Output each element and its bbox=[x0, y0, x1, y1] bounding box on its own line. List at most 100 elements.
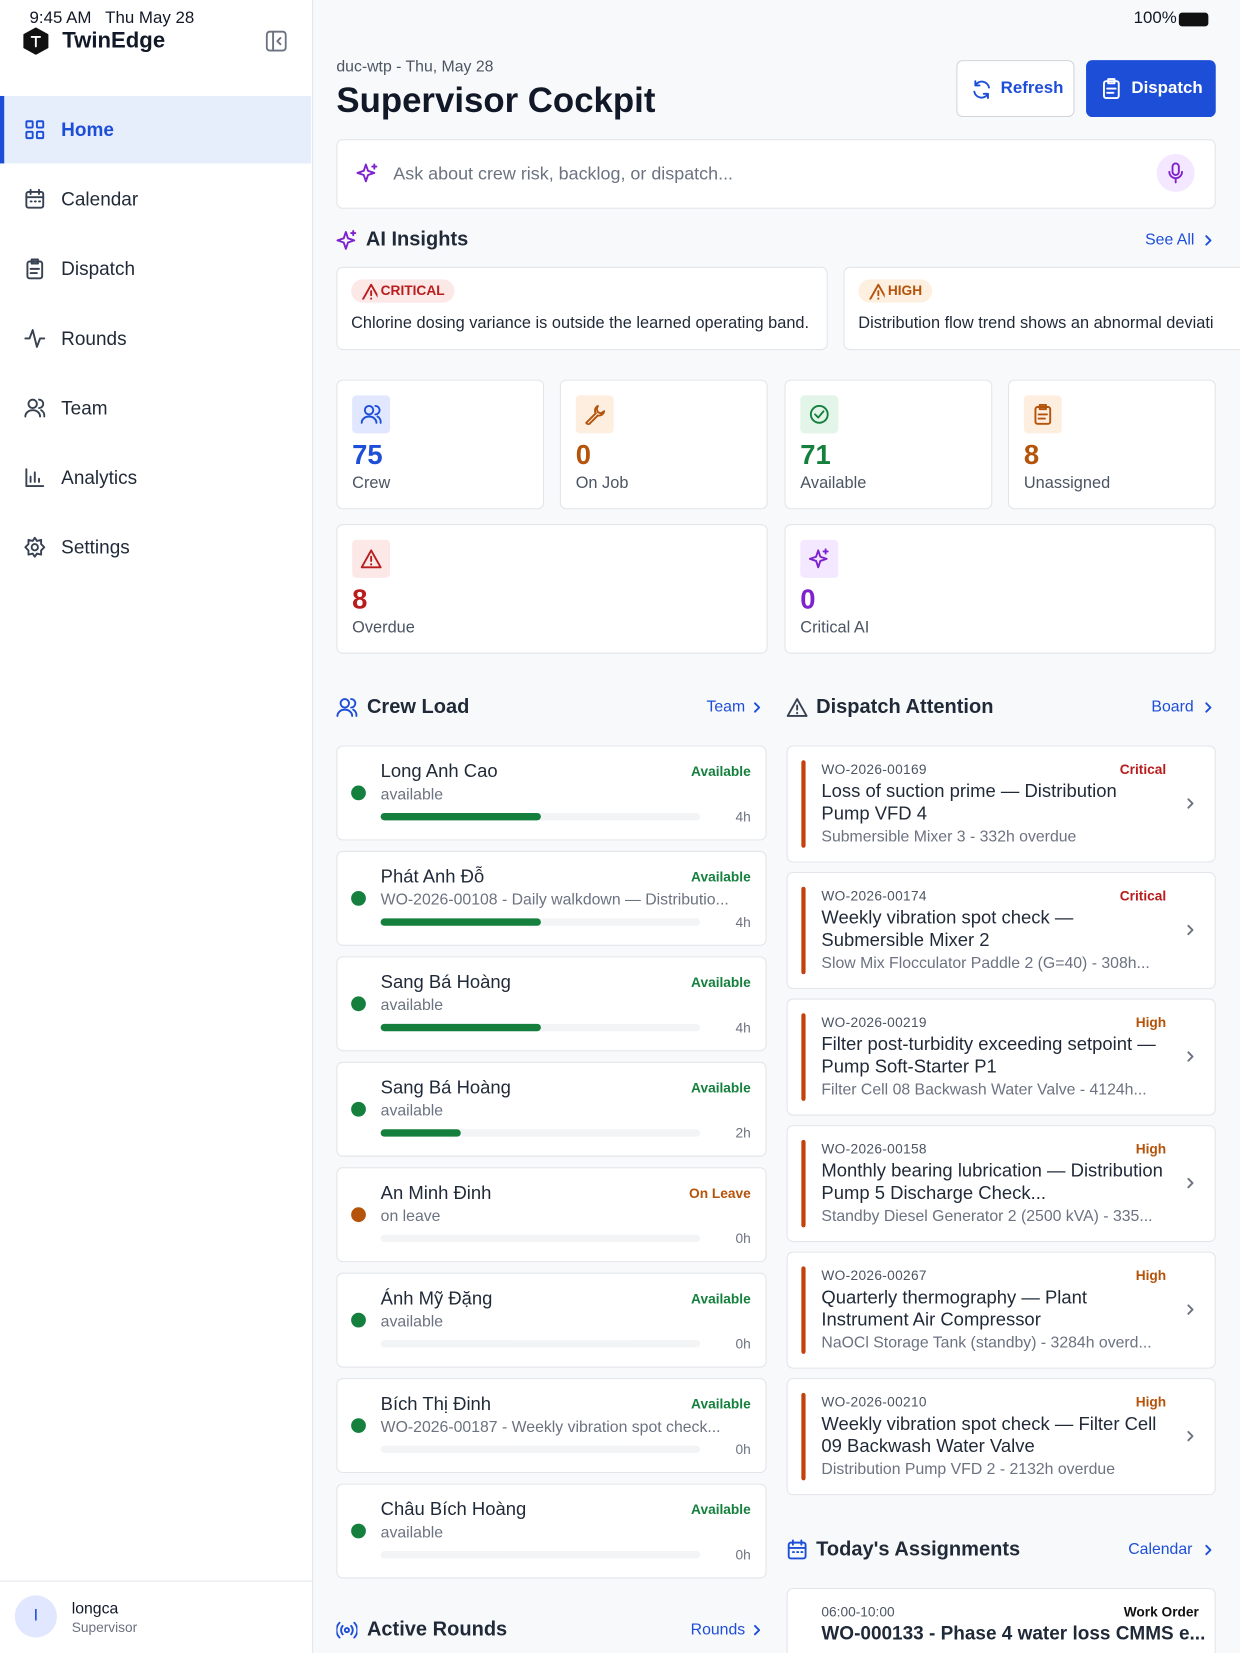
nav-item[interactable] bbox=[0, 514, 311, 581]
wo-priority: High bbox=[1135, 1140, 1167, 1157]
assignment-type: Work Order bbox=[1123, 1603, 1199, 1620]
crew-detail: WO-2026-00187 - Weekly vibration spot ch… bbox=[380, 1418, 721, 1437]
crew-card[interactable] bbox=[336, 850, 767, 946]
stat-icon bbox=[809, 405, 829, 424]
severity-icon bbox=[868, 283, 885, 300]
work-order-card[interactable] bbox=[786, 1125, 1216, 1243]
load-track bbox=[380, 1551, 701, 1559]
nav-icon bbox=[25, 468, 45, 488]
section-link[interactable]: Team bbox=[706, 698, 746, 716]
wo-detail: Submersible Mixer 3 - 332h overdue bbox=[821, 827, 1077, 846]
nav-icon bbox=[25, 188, 45, 209]
crew-name: Phát Anh Đỗ bbox=[380, 865, 485, 887]
crew-name: Châu Bích Hoàng bbox=[380, 1498, 527, 1520]
section-link[interactable]: Calendar bbox=[1128, 1540, 1193, 1559]
crew-card[interactable] bbox=[336, 1272, 767, 1368]
crew-card[interactable] bbox=[336, 1167, 767, 1263]
crew-name: An Minh Đinh bbox=[380, 1182, 492, 1204]
crew-status: Available bbox=[691, 1290, 751, 1307]
crew-card[interactable] bbox=[336, 1378, 767, 1474]
load-bar bbox=[380, 1023, 541, 1032]
section-link[interactable]: Rounds bbox=[690, 1620, 746, 1639]
ai-icon bbox=[336, 229, 357, 250]
chevron bbox=[1187, 924, 1194, 936]
stat-value: 8 bbox=[352, 583, 368, 615]
nav-item[interactable] bbox=[0, 374, 311, 441]
refresh-button[interactable] bbox=[956, 60, 1075, 118]
assignment-time: 06:00-10:00 bbox=[821, 1603, 895, 1620]
chevron bbox=[1187, 1430, 1194, 1442]
chevron bbox=[1187, 798, 1194, 809]
work-order-card[interactable] bbox=[786, 872, 1216, 990]
nav-icon bbox=[25, 120, 45, 140]
subtitle: duc-wtp - Thu, May 28 bbox=[336, 57, 494, 76]
stat-card bbox=[336, 524, 768, 654]
wo-title: Weekly vibration spot check — Filter Cel… bbox=[821, 1412, 1157, 1456]
work-order-card[interactable] bbox=[786, 1251, 1216, 1369]
crew-name: Ánh Mỹ Đặng bbox=[380, 1287, 493, 1309]
section-link[interactable]: See All bbox=[1145, 230, 1195, 249]
nav-item[interactable] bbox=[0, 166, 311, 233]
wo-detail: Standby Diesel Generator 2 (2500 kVA) - … bbox=[821, 1207, 1153, 1226]
nav-label: Analytics bbox=[61, 467, 138, 489]
wo-detail: NaOCl Storage Tank (standby) - 3284h ove… bbox=[821, 1333, 1152, 1352]
wo-title: Quarterly thermography — Plant Instrumen… bbox=[821, 1286, 1088, 1330]
crew-status: Available bbox=[691, 868, 751, 885]
user-role: Supervisor bbox=[71, 1619, 138, 1636]
crew-hours: 0h bbox=[735, 1441, 751, 1458]
nav-label: Calendar bbox=[61, 188, 139, 210]
nav-icon bbox=[24, 536, 46, 558]
assignment-title: WO-000133 - Phase 4 water loss CMMS e... bbox=[821, 1622, 1206, 1644]
wo-title: Monthly bearing lubrication — Distributi… bbox=[821, 1159, 1163, 1203]
severity-badge: HIGH bbox=[858, 279, 932, 303]
crew-status: Available bbox=[691, 974, 751, 991]
insight-text: Distribution flow trend shows an abnorma… bbox=[858, 314, 1214, 333]
insight-text: Chlorine dosing variance is outside the … bbox=[351, 314, 810, 333]
load-track bbox=[380, 1445, 701, 1453]
nav-item[interactable] bbox=[0, 235, 311, 302]
crew-status: Available bbox=[691, 1079, 751, 1096]
crew-status: Available bbox=[691, 763, 751, 780]
crew-hours: 4h bbox=[735, 1019, 751, 1036]
status-dot bbox=[351, 1207, 366, 1223]
crew-status: Available bbox=[691, 1501, 751, 1518]
nav-item[interactable] bbox=[0, 444, 311, 511]
chevron bbox=[1187, 1051, 1194, 1062]
section-title: AI Insights bbox=[365, 228, 469, 251]
dispatch-icon bbox=[786, 698, 808, 717]
stat-label: On Job bbox=[575, 474, 629, 493]
crew-card[interactable] bbox=[336, 956, 767, 1052]
mic-button[interactable] bbox=[1156, 153, 1195, 192]
nav-item[interactable] bbox=[0, 305, 311, 372]
section-link[interactable]: Board bbox=[1151, 698, 1194, 716]
time: 9:45 AM bbox=[29, 9, 92, 28]
crew-card[interactable] bbox=[336, 1061, 767, 1157]
wo-id: WO-2026-00210 bbox=[821, 1393, 927, 1410]
work-order-card[interactable] bbox=[786, 1378, 1216, 1496]
search-box[interactable] bbox=[336, 139, 1216, 209]
wo-id: WO-2026-00158 bbox=[821, 1140, 927, 1157]
crew-card[interactable] bbox=[336, 1483, 767, 1579]
accent bbox=[801, 1266, 806, 1354]
work-order-card[interactable] bbox=[786, 745, 1216, 863]
nav-label: Home bbox=[61, 119, 114, 141]
refresh-icon bbox=[973, 80, 990, 100]
nav-label: Rounds bbox=[61, 327, 127, 350]
stat-icon bbox=[585, 405, 606, 425]
section-title: Active Rounds bbox=[366, 1618, 508, 1641]
work-order-card[interactable] bbox=[786, 998, 1216, 1116]
accent bbox=[801, 760, 806, 848]
section-title: Dispatch Attention bbox=[816, 695, 994, 719]
nav-item[interactable] bbox=[0, 95, 312, 164]
logo bbox=[23, 27, 49, 55]
crew-status: Available bbox=[691, 1396, 751, 1412]
dispatch-label: Dispatch bbox=[1131, 79, 1203, 98]
divider bbox=[0, 1580, 313, 1582]
crew-card[interactable] bbox=[336, 745, 767, 841]
assignment-card[interactable] bbox=[786, 1587, 1216, 1653]
collapse[interactable] bbox=[265, 30, 287, 52]
load-track bbox=[380, 1234, 701, 1243]
chevron bbox=[1187, 1304, 1194, 1315]
stat-label: Overdue bbox=[352, 618, 415, 637]
accent bbox=[801, 886, 806, 975]
